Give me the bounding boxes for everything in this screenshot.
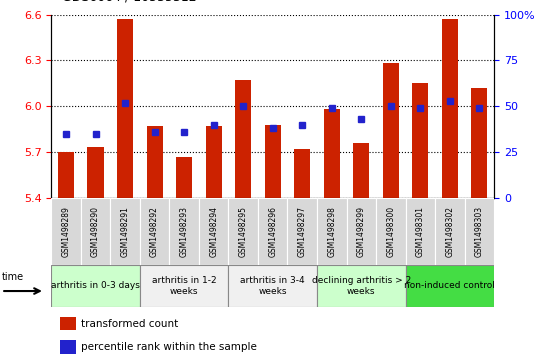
Text: arthritis in 3-4
weeks: arthritis in 3-4 weeks <box>240 276 305 295</box>
Bar <box>265 125 281 198</box>
Text: GSM1498303: GSM1498303 <box>475 206 484 257</box>
Text: GSM1498299: GSM1498299 <box>357 206 366 257</box>
Bar <box>117 19 133 198</box>
Bar <box>146 126 163 198</box>
Text: GSM1498301: GSM1498301 <box>416 206 425 257</box>
Text: GSM1498296: GSM1498296 <box>268 206 277 257</box>
Text: GSM1498295: GSM1498295 <box>239 206 248 257</box>
Bar <box>206 126 222 198</box>
Bar <box>464 198 494 265</box>
Text: GSM1498293: GSM1498293 <box>180 206 188 257</box>
Text: non-induced control: non-induced control <box>404 281 495 290</box>
Bar <box>58 152 74 198</box>
Bar <box>406 198 435 265</box>
Bar <box>347 198 376 265</box>
Bar <box>199 198 228 265</box>
Text: GDS6064 / 10535312: GDS6064 / 10535312 <box>62 0 197 4</box>
Bar <box>442 19 458 198</box>
Bar <box>235 80 251 198</box>
Bar <box>60 340 76 354</box>
Bar <box>140 198 170 265</box>
Text: GSM1498289: GSM1498289 <box>62 206 71 257</box>
Text: arthritis in 0-3 days: arthritis in 0-3 days <box>51 281 140 290</box>
Bar <box>471 88 488 198</box>
Bar <box>110 198 140 265</box>
Bar <box>353 143 369 198</box>
Bar <box>228 198 258 265</box>
Text: GSM1498298: GSM1498298 <box>327 206 336 257</box>
Bar <box>60 317 76 330</box>
Bar <box>412 83 428 198</box>
Text: GSM1498297: GSM1498297 <box>298 206 307 257</box>
Bar <box>228 265 317 307</box>
Text: transformed count: transformed count <box>82 318 179 329</box>
Text: GSM1498300: GSM1498300 <box>386 206 395 257</box>
Text: time: time <box>2 272 24 282</box>
Bar <box>140 265 228 307</box>
Text: GSM1498292: GSM1498292 <box>150 206 159 257</box>
Bar <box>51 198 81 265</box>
Bar <box>435 198 464 265</box>
Bar <box>406 265 494 307</box>
Bar <box>323 109 340 198</box>
Bar <box>81 198 110 265</box>
Bar <box>287 198 317 265</box>
Bar <box>258 198 287 265</box>
Bar <box>170 198 199 265</box>
Text: declining arthritis > 2
weeks: declining arthritis > 2 weeks <box>312 276 411 295</box>
Text: GSM1498290: GSM1498290 <box>91 206 100 257</box>
Bar <box>51 265 140 307</box>
Bar <box>317 265 406 307</box>
Text: GSM1498294: GSM1498294 <box>209 206 218 257</box>
Text: GSM1498291: GSM1498291 <box>120 206 130 257</box>
Bar <box>317 198 347 265</box>
Bar <box>176 156 192 198</box>
Text: arthritis in 1-2
weeks: arthritis in 1-2 weeks <box>152 276 217 295</box>
Text: percentile rank within the sample: percentile rank within the sample <box>82 342 257 352</box>
Text: GSM1498302: GSM1498302 <box>446 206 454 257</box>
Bar <box>383 64 399 198</box>
Bar <box>87 147 104 198</box>
Bar <box>376 198 406 265</box>
Bar <box>294 149 310 198</box>
